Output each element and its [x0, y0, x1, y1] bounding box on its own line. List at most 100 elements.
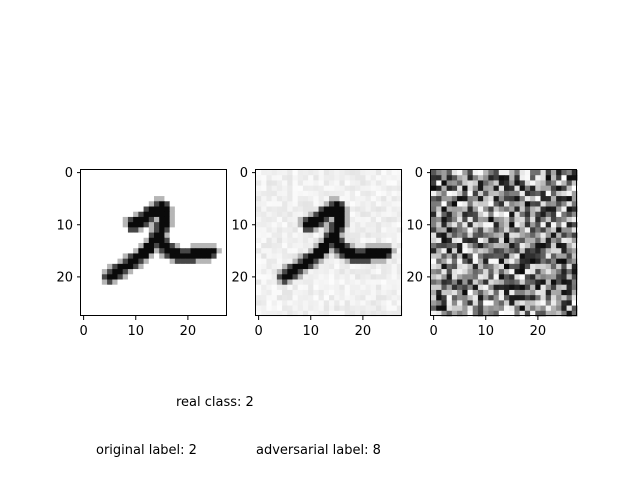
image-pixel	[221, 289, 228, 296]
image-pixel	[216, 190, 223, 197]
image-pixel	[457, 243, 463, 249]
image-pixel	[457, 232, 463, 239]
image-pixel	[159, 185, 165, 192]
image-pixel	[101, 237, 108, 244]
image-pixel	[360, 310, 366, 317]
image-pixel	[138, 263, 144, 270]
image-pixel	[488, 263, 494, 270]
image-pixel	[457, 295, 463, 301]
image-pixel	[195, 274, 202, 280]
image-pixel	[488, 222, 494, 228]
image-pixel	[391, 227, 398, 233]
image-pixel	[287, 227, 293, 233]
image-pixel	[355, 185, 361, 192]
image-pixel	[148, 263, 155, 270]
image-pixel	[441, 201, 448, 207]
image-pixel	[200, 190, 207, 197]
image-pixel	[127, 211, 134, 218]
image-pixel	[159, 201, 165, 207]
image-pixel	[180, 295, 186, 301]
image-pixel	[96, 284, 103, 291]
image-pixel	[117, 269, 124, 275]
x-tick-label: 10	[127, 324, 144, 339]
image-pixel	[195, 206, 202, 213]
image-pixel	[292, 284, 299, 291]
image-pixel	[323, 216, 330, 223]
image-pixel	[504, 227, 510, 233]
image-pixel	[514, 279, 521, 286]
image-pixel	[446, 232, 453, 239]
image-pixel	[308, 269, 314, 275]
image-pixel	[211, 180, 217, 187]
image-pixel	[256, 269, 262, 275]
image-pixel	[266, 243, 273, 249]
image-pixel	[159, 295, 165, 301]
image-pixel	[190, 196, 197, 202]
image-pixel	[441, 175, 448, 181]
image-pixel	[185, 190, 191, 197]
image-pixel	[524, 274, 531, 280]
image-pixel	[308, 237, 314, 244]
image-pixel	[514, 237, 521, 244]
image-pixel	[386, 201, 392, 207]
image-pixel	[566, 232, 573, 239]
image-pixel	[195, 190, 202, 197]
image-pixel	[396, 170, 403, 176]
image-pixel	[190, 222, 197, 228]
image-pixel	[493, 263, 500, 270]
image-pixel	[451, 185, 458, 192]
image-pixel	[297, 232, 304, 239]
image-pixel	[174, 289, 181, 296]
image-pixel	[200, 295, 207, 301]
image-pixel	[195, 289, 202, 296]
image-pixel	[355, 269, 361, 275]
image-pixel	[571, 175, 578, 181]
image-pixel	[154, 206, 160, 213]
image-pixel	[436, 180, 442, 187]
image-pixel	[386, 279, 392, 286]
image-pixel	[535, 170, 541, 176]
image-pixel	[122, 263, 129, 270]
image-pixel	[180, 248, 186, 254]
image-pixel	[195, 201, 202, 207]
image-pixel	[318, 185, 325, 192]
image-pixel	[195, 310, 202, 317]
image-pixel	[164, 206, 171, 213]
image-pixel	[540, 206, 547, 213]
image-pixel	[524, 180, 531, 187]
image-pixel	[334, 279, 340, 286]
image-pixel	[101, 300, 108, 306]
image-pixel	[457, 201, 463, 207]
image-pixel	[493, 274, 500, 280]
image-pixel	[122, 289, 129, 296]
image-pixel	[493, 289, 500, 296]
image-pixel	[211, 284, 217, 291]
image-pixel	[169, 310, 176, 317]
image-pixel	[436, 175, 442, 181]
image-pixel	[462, 274, 468, 280]
image-pixel	[287, 279, 293, 286]
image-pixel	[514, 284, 521, 291]
image-pixel	[396, 180, 403, 187]
image-pixel	[96, 253, 103, 260]
image-pixel	[323, 196, 330, 202]
image-pixel	[200, 222, 207, 228]
image-pixel	[169, 295, 176, 301]
image-pixel	[535, 300, 541, 306]
image-pixel	[493, 295, 500, 301]
image-pixel	[441, 211, 448, 218]
image-pixel	[467, 211, 474, 218]
image-pixel	[101, 243, 108, 249]
image-pixel	[313, 232, 319, 239]
image-pixel	[344, 180, 351, 187]
image-pixel	[334, 263, 340, 270]
image-pixel	[282, 206, 288, 213]
image-pixel	[190, 289, 197, 296]
image-pixel	[535, 211, 541, 218]
image-pixel	[334, 243, 340, 249]
image-pixel	[509, 185, 515, 192]
image-pixel	[375, 216, 382, 223]
image-pixel	[556, 196, 562, 202]
image-pixel	[221, 222, 228, 228]
image-pixel	[391, 310, 398, 317]
